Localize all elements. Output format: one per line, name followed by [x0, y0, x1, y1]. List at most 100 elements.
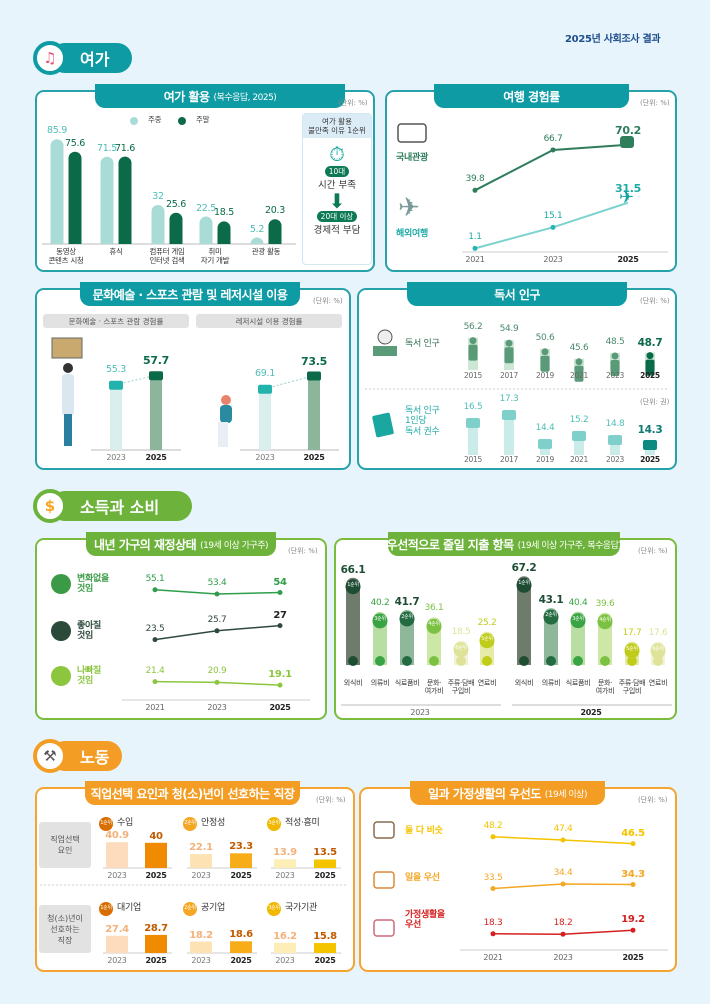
legend-label: 주중	[148, 115, 162, 124]
bar	[504, 412, 514, 455]
x-tick-label: 2025	[314, 871, 336, 880]
rank-label: 1순위	[518, 580, 530, 587]
category-icon	[482, 656, 492, 666]
rank-badge	[453, 642, 469, 658]
person-icon	[541, 348, 549, 356]
bar-value-label: 23.3	[229, 841, 253, 853]
rank-badge	[267, 902, 281, 916]
person-icon	[505, 339, 513, 347]
category-label: 주류·담배 구입비	[618, 679, 646, 696]
x-tick-label: 2025	[145, 871, 167, 880]
bar-value-label: 16.2	[273, 930, 297, 942]
rank-label: 4순위	[428, 621, 440, 628]
rank-label: 6순위	[455, 644, 467, 651]
bar-value-label: 13.5	[313, 847, 337, 859]
rank-badge	[624, 643, 640, 659]
bar	[106, 935, 128, 953]
unit-label: (단위: %)	[288, 547, 318, 555]
chart-title: 여가 활용	[163, 89, 210, 104]
year-label: 2025	[580, 708, 602, 717]
series-label: 변화없을 것임	[77, 574, 109, 595]
bar-주중	[100, 156, 114, 244]
x-tick-label: 2025	[617, 255, 639, 264]
work-life-title: 일과 가정생활의 우선도 (19세 이상)	[410, 781, 605, 805]
x-tick-label: 2023	[255, 453, 275, 462]
bar-value-label: 71.6	[115, 142, 135, 154]
x-tick-label: 2023	[606, 455, 624, 464]
data-label: 23.5	[145, 623, 165, 634]
rank-badge	[543, 609, 559, 625]
data-label: 70.2	[615, 123, 641, 137]
data-point	[214, 628, 220, 634]
x-tick-label: 2025	[303, 453, 325, 462]
stopwatch-icon: ⏱	[329, 142, 345, 166]
row-label: 청(소)년이 선호하는 직장	[39, 905, 91, 953]
category-label: 휴식	[109, 247, 123, 256]
category-label: 연료비	[648, 679, 668, 687]
bar-value-label: 20.3	[265, 205, 285, 217]
series-label: 좋아질 것임	[77, 621, 101, 642]
bar-value-label: 71.5	[97, 142, 117, 154]
legend-label: 주말	[196, 115, 210, 124]
bar-value-label: 85.9	[47, 125, 67, 137]
trend-dash	[264, 375, 315, 390]
rank-label: 3순위	[572, 615, 584, 622]
data-point	[214, 679, 220, 685]
bar-value-label: 57.7	[143, 354, 169, 368]
thumbs-down-icon	[51, 666, 71, 686]
bar-value-label: 36.1	[424, 603, 444, 614]
x-tick-label: 2021	[465, 255, 485, 264]
data-point	[490, 886, 496, 891]
x-tick-label: 2025	[314, 956, 336, 965]
rank-label: 2순위	[184, 905, 196, 911]
category-label: 관광 활동	[251, 247, 281, 256]
bar-value-label: 45.6	[569, 342, 589, 353]
x-tick-label: 2021	[570, 371, 588, 380]
bar	[314, 859, 336, 868]
person-icon-body	[540, 355, 550, 372]
golfer-legs	[218, 422, 228, 447]
chart-title: 독서 인구	[494, 287, 540, 302]
data-label: 18.2	[553, 918, 573, 929]
x-tick-label: 2023	[543, 255, 563, 264]
data-point	[550, 224, 556, 230]
reason-text: 경제적 부담	[313, 225, 361, 236]
bar-value-label: 41.7	[394, 595, 420, 608]
bus-icon	[620, 136, 634, 148]
rank-label: 4순위	[599, 616, 611, 623]
train-icon	[397, 123, 427, 143]
data-point	[490, 834, 496, 840]
person-icon	[469, 337, 477, 345]
category-icon	[348, 656, 358, 666]
person-icon-body	[610, 360, 620, 376]
bar	[230, 853, 252, 868]
rank-label: 5순위	[481, 635, 493, 642]
data-label: 53.4	[207, 578, 227, 588]
rank-badge	[426, 618, 442, 634]
chart-subtitle: (복수응답, 2025)	[213, 92, 277, 103]
bar	[190, 854, 212, 868]
x-tick-label: 2021	[570, 455, 588, 464]
statue-icon	[258, 384, 272, 394]
category-label: 연료비	[477, 679, 497, 687]
bar-주중	[50, 139, 64, 244]
bar-value-label: 22.1	[189, 842, 213, 854]
chart-title: 문화예술 · 스포츠 관람 및 레저시설 이용	[92, 287, 288, 302]
rank-label: 5순위	[626, 645, 638, 652]
data-point	[630, 841, 636, 847]
chart-title: 여행 경험률	[503, 89, 560, 104]
series-label: 나빠질 것임	[77, 666, 101, 687]
data-label: 66.7	[543, 133, 563, 144]
x-tick-label: 2023	[606, 371, 624, 380]
scale-icon	[373, 821, 395, 839]
leisure-facility-subheader: 레저시설 이용 경험률	[196, 314, 342, 328]
data-label: 47.4	[553, 824, 573, 834]
category-label: 동영상 콘텐츠 시청	[48, 247, 84, 265]
briefcase-hand-icon	[373, 871, 395, 889]
data-point	[152, 637, 158, 643]
reason-text: 시간 부족	[318, 180, 356, 191]
unit-label: (단위: %)	[638, 547, 668, 555]
bar-value-label: 18.5	[451, 626, 471, 637]
bar	[346, 577, 360, 665]
